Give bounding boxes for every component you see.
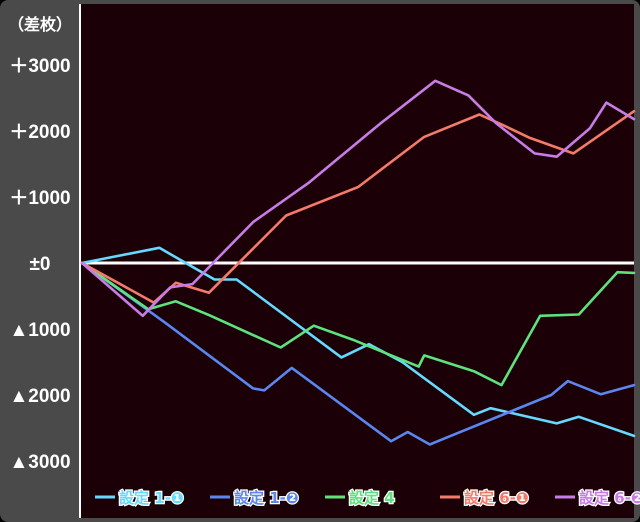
y-axis-unit-label: （差枚） — [8, 15, 72, 34]
y-tick-label: ▲1000 — [9, 320, 70, 341]
legend-label: 設定 4 — [349, 489, 395, 507]
y-tick-label: ±0 — [30, 254, 51, 275]
legend-label: 設定 6-❶ — [464, 489, 529, 507]
y-tick-label: ＋3000 — [9, 56, 70, 77]
series-line — [80, 79, 636, 318]
legend: 設定 1-❶ 設定 1-❷ 設定 4 設定 6-❶ 設定 6-❷ — [95, 488, 640, 508]
series-line — [80, 261, 636, 446]
series-line — [80, 261, 636, 387]
y-tick-label: ▲2000 — [9, 386, 70, 407]
y-tick-label: ▲3000 — [9, 452, 70, 473]
y-tick-label: ＋1000 — [9, 188, 70, 209]
legend-label: 設定 1-❶ — [119, 489, 184, 507]
series-group — [80, 79, 636, 446]
y-tick-label: ＋2000 — [9, 122, 70, 143]
y-ticks: ＋3000 ＋2000 ＋1000 ±0 ▲1000 ▲2000 ▲3000 — [9, 56, 70, 473]
legend-label: 設定 6-❷ — [579, 489, 640, 507]
plot-area — [80, 4, 634, 518]
legend-label: 設定 1-❷ — [234, 489, 299, 507]
